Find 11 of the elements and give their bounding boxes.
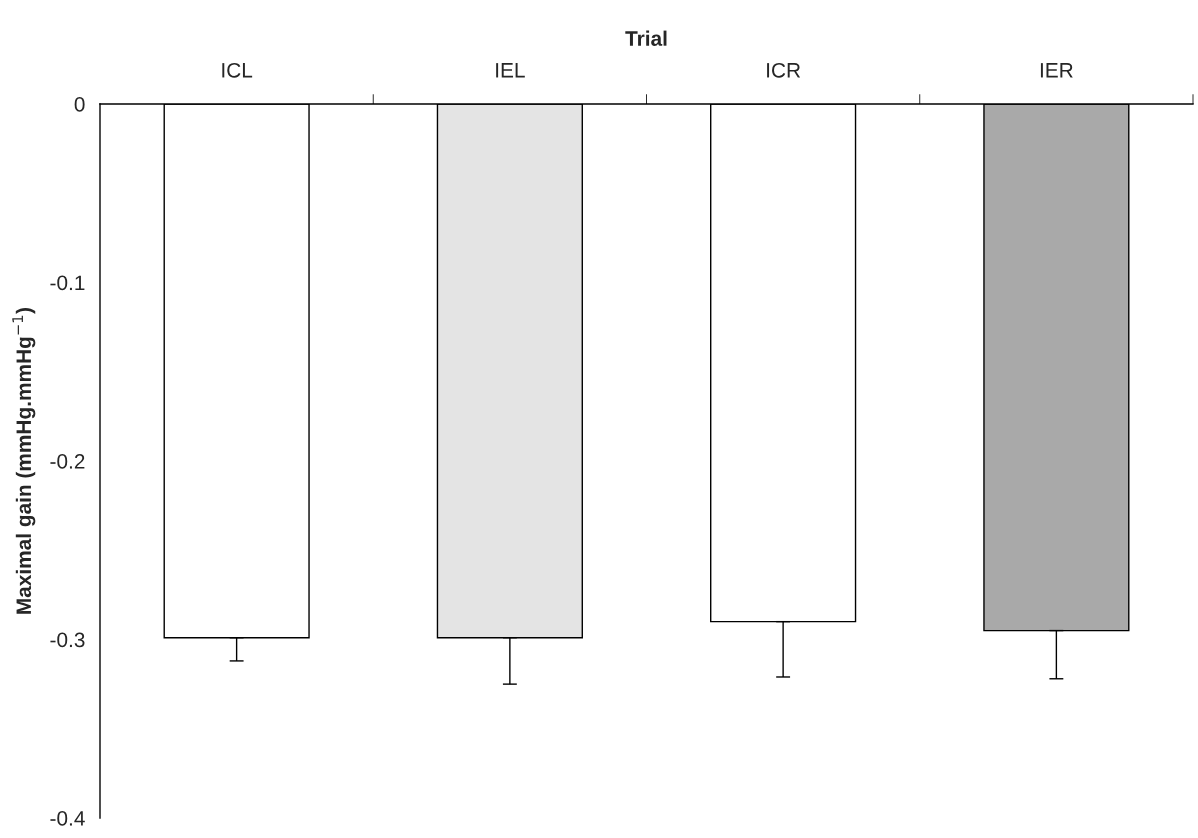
y-tick-label: -0.1: [50, 275, 85, 291]
y-tick-label: 0: [74, 97, 85, 112]
y-tick-label: -0.3: [50, 632, 85, 648]
x-tick-label: ICR: [767, 62, 801, 78]
x-axis-title: Trial: [625, 30, 667, 46]
y-tick-label: -0.4: [50, 811, 85, 826]
x-tick-label: ICL: [222, 62, 253, 78]
x-tick-label: IEL: [496, 63, 525, 78]
x-tick-label: IER: [1040, 63, 1073, 78]
y-axis-title: Maximal gain (mmHg.mmHg$^{−1}$): [12, 308, 36, 614]
y-tick-label: -0.2: [50, 454, 85, 469]
